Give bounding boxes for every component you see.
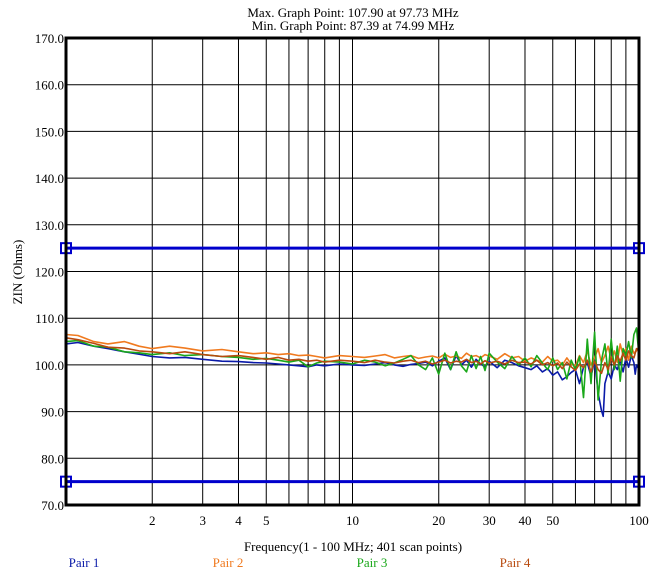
x-axis-label: Frequency(1 - 100 MHz; 401 scan points) bbox=[244, 539, 462, 554]
y-tick-label: 70.0 bbox=[41, 498, 64, 513]
y-tick-label: 110.0 bbox=[35, 311, 64, 326]
legend-item: Pair 2 bbox=[213, 555, 244, 570]
series-line-2 bbox=[65, 333, 640, 367]
y-tick-labels: 70.0 80.0 90.0 100.0 110.0 120.0 130.0 140.0 150… bbox=[35, 31, 64, 513]
x-tick-labels: 2 3 4 5 10 20 30 40 50 100 bbox=[149, 513, 649, 528]
y-tick-label: 120.0 bbox=[35, 265, 64, 280]
x-tick-label: 3 bbox=[199, 513, 206, 528]
x-tick-label: 5 bbox=[263, 513, 270, 528]
x-tick-label: 2 bbox=[149, 513, 156, 528]
y-tick-label: 80.0 bbox=[41, 451, 64, 466]
y-tick-label: 140.0 bbox=[35, 171, 64, 186]
title-line: Min. Graph Point: 87.39 at 74.99 MHz bbox=[252, 18, 455, 33]
legend-item: Pair 1 bbox=[69, 555, 100, 570]
legend-item: Pair 4 bbox=[500, 555, 531, 570]
y-axis-label: ZIN (Ohms) bbox=[10, 240, 25, 305]
legend: Pair 1 Pair 2 Pair 3 Pair 4 bbox=[69, 555, 531, 570]
x-tick-label: 20 bbox=[432, 513, 445, 528]
x-tick-label: 4 bbox=[235, 513, 242, 528]
y-tick-label: 130.0 bbox=[35, 218, 64, 233]
legend-item: Pair 3 bbox=[357, 555, 388, 570]
y-tick-label: 170.0 bbox=[35, 31, 64, 46]
y-tick-label: 150.0 bbox=[35, 124, 64, 139]
plot-frame bbox=[64, 36, 641, 507]
chart-title: Max. Graph Point: 107.90 at 97.73 MHzMin… bbox=[247, 5, 458, 33]
series-line-4 bbox=[65, 337, 640, 375]
x-tick-label: 10 bbox=[346, 513, 359, 528]
y-tick-label: 90.0 bbox=[41, 405, 64, 420]
x-tick-label: 100 bbox=[629, 513, 649, 528]
grid bbox=[66, 37, 639, 506]
x-tick-label: 50 bbox=[546, 513, 559, 528]
title-line: Max. Graph Point: 107.90 at 97.73 MHz bbox=[247, 5, 458, 20]
x-tick-label: 30 bbox=[483, 513, 496, 528]
y-tick-label: 100.0 bbox=[35, 358, 64, 373]
x-tick-label: 40 bbox=[518, 513, 531, 528]
series-lines bbox=[65, 327, 640, 418]
y-tick-label: 160.0 bbox=[35, 78, 64, 93]
